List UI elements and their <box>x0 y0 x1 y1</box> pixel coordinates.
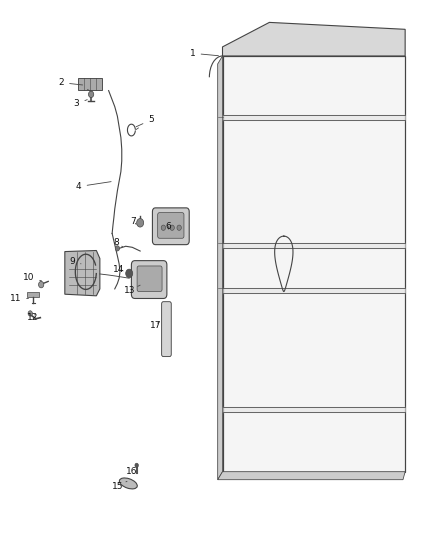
Polygon shape <box>27 292 39 297</box>
Text: 9: 9 <box>69 257 81 265</box>
FancyBboxPatch shape <box>152 208 189 245</box>
Text: 8: 8 <box>113 238 123 247</box>
Circle shape <box>170 225 174 230</box>
Polygon shape <box>65 251 100 296</box>
Text: 13: 13 <box>124 285 140 295</box>
Text: 10: 10 <box>23 273 42 281</box>
Text: 7: 7 <box>131 217 137 225</box>
FancyBboxPatch shape <box>162 302 171 357</box>
Circle shape <box>88 91 94 98</box>
Ellipse shape <box>120 478 137 489</box>
Text: 16: 16 <box>126 467 137 476</box>
Text: 1: 1 <box>190 49 219 58</box>
Polygon shape <box>223 56 405 472</box>
Polygon shape <box>223 22 405 56</box>
Polygon shape <box>78 78 102 90</box>
FancyBboxPatch shape <box>131 261 167 298</box>
Text: 5: 5 <box>136 116 154 127</box>
Polygon shape <box>218 56 223 480</box>
Circle shape <box>28 311 32 316</box>
Circle shape <box>39 281 44 288</box>
Text: 14: 14 <box>113 265 124 273</box>
Text: 17: 17 <box>150 321 161 329</box>
FancyBboxPatch shape <box>137 266 162 292</box>
Text: 2: 2 <box>59 78 83 87</box>
Circle shape <box>177 225 181 230</box>
Text: 3: 3 <box>74 100 87 108</box>
Text: 12: 12 <box>27 313 39 321</box>
Polygon shape <box>218 472 405 480</box>
Text: 4: 4 <box>76 182 111 191</box>
Text: 6: 6 <box>166 222 172 231</box>
Circle shape <box>161 225 166 230</box>
Circle shape <box>115 246 120 251</box>
FancyBboxPatch shape <box>158 213 184 238</box>
Circle shape <box>135 463 138 467</box>
Text: 11: 11 <box>10 294 28 303</box>
Circle shape <box>137 219 144 227</box>
Text: 15: 15 <box>112 481 127 490</box>
Circle shape <box>126 269 133 278</box>
